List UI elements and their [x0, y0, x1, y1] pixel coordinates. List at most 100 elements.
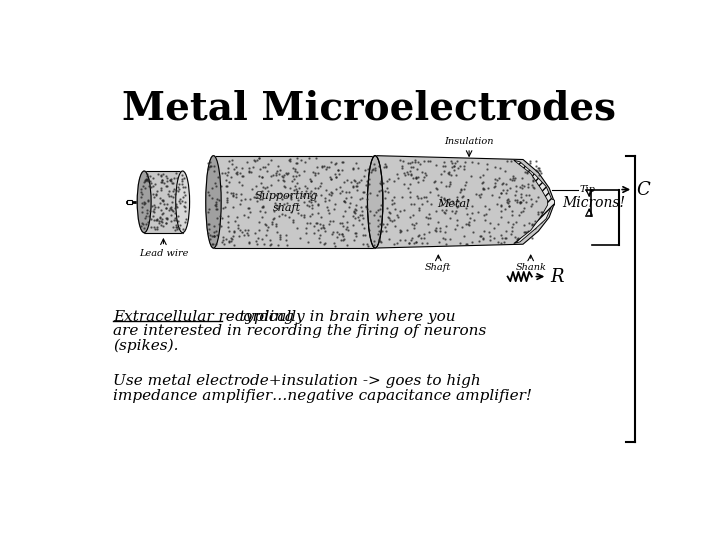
Point — [163, 191, 175, 200]
Point — [221, 188, 233, 197]
Point — [237, 164, 248, 173]
Point — [211, 231, 222, 239]
Point — [168, 215, 179, 224]
Point — [230, 168, 242, 177]
Point — [141, 170, 153, 178]
Point — [298, 167, 310, 176]
Point — [227, 192, 238, 200]
Point — [226, 156, 238, 164]
Point — [467, 158, 478, 166]
Point — [379, 160, 390, 168]
Point — [236, 180, 248, 189]
Point — [283, 156, 294, 164]
Point — [462, 195, 474, 204]
Point — [521, 167, 533, 176]
Point — [499, 234, 510, 242]
Point — [153, 217, 165, 225]
Point — [166, 177, 177, 185]
Point — [435, 170, 446, 178]
Point — [298, 211, 310, 220]
Point — [258, 239, 270, 248]
Point — [305, 192, 316, 200]
Point — [323, 220, 335, 228]
Point — [170, 226, 181, 234]
Point — [248, 156, 260, 164]
Point — [423, 213, 434, 222]
Point — [446, 163, 458, 172]
Point — [136, 203, 148, 212]
Point — [408, 199, 420, 208]
Point — [315, 220, 326, 228]
Point — [139, 199, 150, 207]
Point — [304, 175, 315, 184]
Point — [350, 200, 361, 209]
Point — [361, 177, 373, 185]
Point — [495, 206, 507, 215]
Point — [478, 184, 490, 193]
Point — [228, 190, 239, 199]
Point — [420, 197, 432, 206]
Point — [222, 218, 234, 226]
Point — [167, 187, 179, 195]
Point — [340, 198, 351, 206]
Point — [140, 176, 152, 185]
Point — [203, 205, 215, 214]
Point — [525, 195, 536, 204]
Point — [372, 229, 384, 238]
Point — [204, 157, 215, 166]
Point — [526, 200, 538, 209]
Point — [238, 211, 249, 219]
Point — [406, 234, 418, 242]
Point — [234, 168, 246, 177]
Point — [325, 191, 337, 200]
Point — [406, 220, 418, 228]
Point — [223, 226, 235, 235]
Point — [298, 212, 310, 221]
Point — [233, 221, 244, 230]
Point — [172, 183, 184, 192]
Point — [210, 200, 222, 208]
Point — [451, 193, 462, 201]
Point — [382, 177, 393, 186]
Point — [271, 166, 283, 175]
Point — [478, 227, 490, 236]
Point — [202, 208, 214, 217]
Point — [338, 221, 349, 230]
Point — [354, 216, 365, 225]
Point — [161, 200, 173, 208]
Point — [162, 190, 174, 198]
Point — [156, 217, 167, 226]
Point — [454, 187, 466, 196]
Point — [395, 236, 406, 245]
Point — [328, 238, 339, 247]
Point — [437, 234, 449, 242]
Point — [444, 178, 456, 187]
Point — [536, 218, 547, 226]
Point — [167, 179, 179, 187]
Point — [334, 219, 346, 227]
Point — [417, 239, 428, 247]
Point — [298, 197, 310, 206]
Point — [364, 206, 376, 215]
Point — [394, 226, 405, 234]
Point — [501, 195, 513, 204]
Point — [262, 160, 274, 168]
Point — [164, 176, 176, 184]
Point — [243, 239, 255, 247]
Point — [364, 219, 375, 227]
Point — [225, 173, 236, 181]
Point — [156, 215, 168, 224]
Point — [420, 193, 432, 201]
Point — [382, 183, 393, 192]
Point — [269, 213, 280, 222]
Point — [464, 217, 475, 226]
Point — [458, 164, 469, 173]
Point — [238, 172, 249, 180]
Text: Lead wire: Lead wire — [139, 249, 188, 258]
Point — [138, 224, 150, 232]
Point — [279, 210, 291, 219]
Point — [480, 210, 491, 218]
Point — [416, 199, 428, 208]
Point — [372, 191, 383, 199]
Point — [362, 165, 374, 174]
